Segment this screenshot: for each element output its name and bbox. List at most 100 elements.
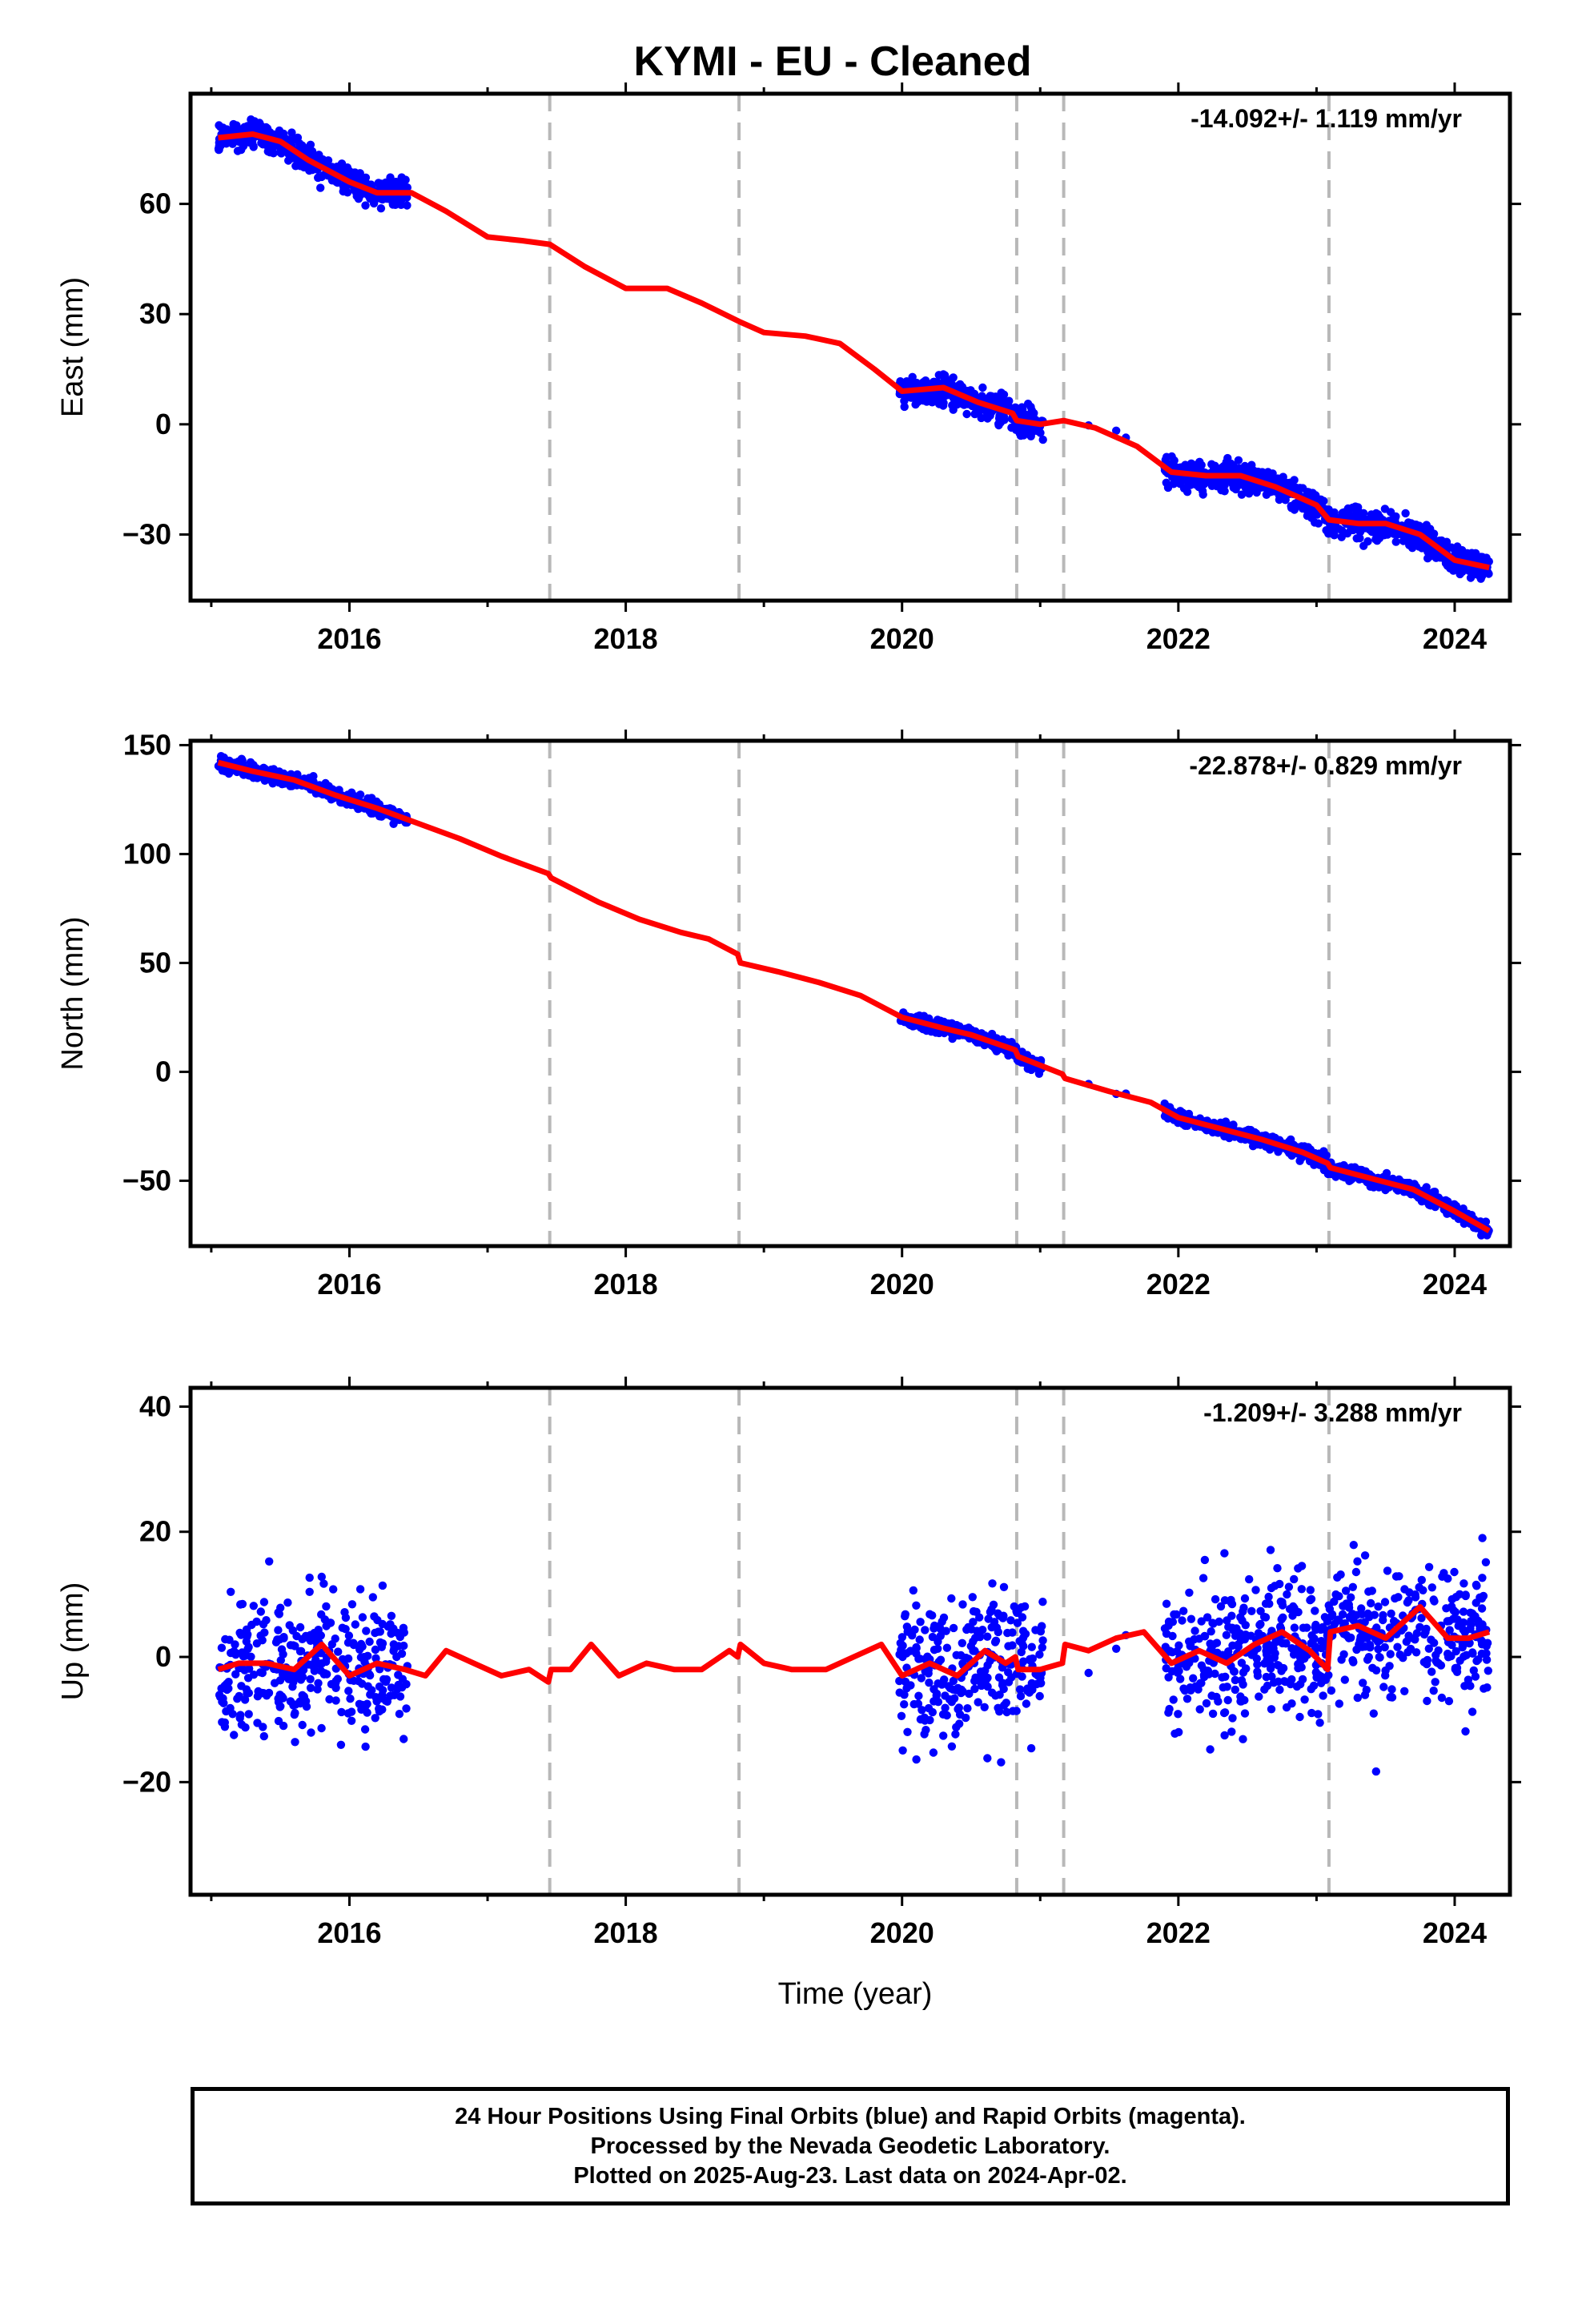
data-point — [929, 1748, 938, 1757]
data-point — [355, 169, 364, 178]
data-point — [1294, 1607, 1303, 1617]
x-tick-label: 2016 — [317, 622, 381, 655]
data-point — [1004, 1642, 1013, 1651]
data-point — [1182, 1695, 1192, 1703]
y-tick-label: 150 — [123, 728, 171, 761]
data-point — [991, 1691, 1000, 1700]
data-point — [1349, 1541, 1359, 1550]
data-point — [995, 1611, 1004, 1620]
data-point — [1262, 490, 1271, 499]
data-point — [1460, 1579, 1468, 1588]
data-point — [1424, 1644, 1434, 1653]
data-point — [1234, 1642, 1243, 1651]
data-point — [1337, 1655, 1346, 1664]
data-point — [1391, 537, 1400, 546]
data-point — [260, 1628, 269, 1637]
data-point — [1253, 1671, 1263, 1680]
data-point — [928, 1632, 938, 1642]
data-point — [370, 1612, 379, 1621]
data-point — [289, 1641, 298, 1650]
data-point — [1375, 533, 1384, 543]
data-point — [1174, 1727, 1183, 1737]
data-point — [1456, 1590, 1464, 1599]
data-point — [378, 1619, 387, 1629]
data-point — [344, 1687, 353, 1695]
data-point — [1367, 1586, 1377, 1595]
data-point — [1468, 1649, 1477, 1658]
data-point — [1482, 1655, 1492, 1664]
data-point — [287, 128, 296, 137]
data-point — [1228, 1714, 1237, 1723]
data-point — [306, 140, 315, 149]
data-point — [225, 1635, 234, 1644]
data-point — [231, 1640, 239, 1649]
data-point — [1476, 553, 1486, 561]
data-point — [227, 1587, 235, 1597]
data-point — [1478, 1574, 1487, 1582]
data-point — [1261, 1599, 1271, 1608]
data-point — [940, 1675, 949, 1684]
x-axis-label: Time (year) — [778, 1977, 933, 2011]
y-tick-label: −50 — [122, 1164, 171, 1196]
data-point — [331, 1683, 340, 1692]
data-point — [1374, 1645, 1383, 1654]
data-point — [1481, 1558, 1491, 1567]
data-point — [1419, 1658, 1429, 1667]
data-point — [274, 778, 283, 787]
data-point — [1256, 1606, 1265, 1616]
x-tick-label: 2020 — [870, 1916, 934, 1949]
data-point — [1190, 1634, 1199, 1644]
data-point — [897, 1633, 907, 1642]
data-point — [1468, 1707, 1477, 1716]
data-point — [295, 1622, 305, 1632]
data-point — [1366, 1182, 1375, 1192]
data-point — [1348, 1582, 1358, 1592]
data-point — [256, 1607, 265, 1616]
data-point — [358, 1613, 367, 1622]
data-point — [917, 1706, 926, 1715]
data-point — [1239, 1603, 1248, 1612]
data-point — [957, 1651, 966, 1660]
data-point — [1391, 1572, 1401, 1581]
data-point — [1038, 1636, 1047, 1645]
x-tick-label: 2022 — [1146, 1916, 1211, 1949]
data-point — [375, 1638, 385, 1647]
data-point — [1038, 435, 1047, 444]
data-point — [1220, 487, 1229, 496]
data-point — [1319, 1691, 1327, 1700]
data-point — [286, 782, 295, 790]
data-point — [1484, 1667, 1493, 1675]
data-point — [1431, 1656, 1440, 1665]
data-point — [1179, 1606, 1188, 1615]
data-point — [1443, 1574, 1452, 1583]
data-point — [1245, 483, 1254, 492]
data-point — [371, 1714, 379, 1723]
data-point — [219, 1699, 228, 1707]
data-point — [1374, 1602, 1383, 1611]
data-point — [1003, 1628, 1012, 1638]
data-point — [298, 1672, 307, 1682]
data-point — [1015, 1685, 1025, 1694]
data-point — [1474, 1619, 1484, 1629]
data-point — [1347, 1633, 1355, 1642]
data-point — [216, 752, 226, 761]
data-point — [250, 117, 259, 126]
data-point — [934, 371, 944, 380]
data-point — [1186, 1614, 1196, 1623]
data-point — [386, 173, 395, 182]
data-point — [1460, 1652, 1468, 1661]
data-point — [1231, 1675, 1240, 1685]
data-point — [902, 1649, 911, 1658]
data-point — [1320, 1625, 1329, 1634]
data-point — [1456, 1619, 1466, 1628]
data-point — [1294, 1564, 1303, 1573]
data-point — [1163, 483, 1173, 493]
data-point — [1427, 1635, 1435, 1644]
data-point — [1212, 481, 1222, 491]
data-point — [296, 1697, 305, 1706]
data-point — [1366, 1643, 1375, 1652]
data-point — [233, 147, 243, 155]
data-point — [900, 1691, 909, 1699]
data-point — [1038, 1622, 1046, 1630]
